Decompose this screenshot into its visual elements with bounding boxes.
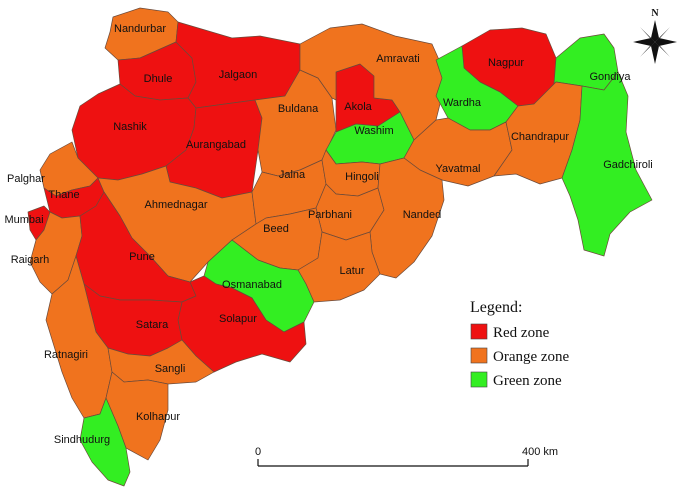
district-shapes	[27, 7, 653, 487]
district-label-sindhudurg: Sindhudurg	[54, 434, 110, 446]
legend-swatch-green	[470, 371, 488, 388]
district-label-beed: Beed	[263, 223, 289, 235]
district-label-jalgaon: Jalgaon	[219, 69, 258, 81]
legend-label-green: Green zone	[493, 373, 562, 389]
district-label-palghar: Palghar	[7, 173, 45, 185]
district-nanded	[369, 157, 445, 279]
district-label-ratnagiri: Ratnagiri	[44, 349, 88, 361]
scale-bar: 0 400 km	[255, 446, 558, 467]
district-label-akola: Akola	[344, 101, 372, 113]
district-label-jalna: Jalna	[279, 169, 306, 181]
legend-item-green: Green zone	[470, 371, 562, 389]
district-sindhudurg	[79, 397, 131, 487]
district-label-nashik: Nashik	[113, 121, 147, 133]
district-label-kolhapur: Kolhapur	[136, 411, 180, 423]
district-label-pune: Pune	[129, 251, 155, 263]
legend: Legend: Red zone Orange zone Green zone	[470, 299, 570, 389]
legend-title: Legend:	[470, 299, 522, 316]
district-label-washim: Washim	[354, 125, 393, 137]
district-label-sangli: Sangli	[155, 363, 186, 375]
legend-swatch-orange	[470, 347, 488, 364]
legend-label-orange: Orange zone	[493, 349, 570, 365]
district-label-thane: Thane	[48, 189, 79, 201]
district-label-amravati: Amravati	[376, 53, 419, 65]
district-label-aurangabad: Aurangabad	[186, 139, 246, 151]
district-label-hingoli: Hingoli	[345, 171, 379, 183]
district-jalgaon	[175, 21, 301, 109]
district-label-gondiya: Gondiya	[590, 71, 632, 83]
district-label-ahmednagar: Ahmednagar	[145, 199, 208, 211]
compass-north-label: N	[651, 8, 659, 19]
district-label-nagpur: Nagpur	[488, 57, 524, 69]
district-label-parbhani: Parbhani	[308, 209, 352, 221]
district-label-nanded: Nanded	[403, 209, 442, 221]
district-label-latur: Latur	[339, 265, 364, 277]
district-label-wardha: Wardha	[443, 97, 482, 109]
scale-start-label: 0	[255, 446, 261, 458]
district-label-satara: Satara	[136, 319, 169, 331]
district-labels: Nandurbar Dhule Jalgaon Nashik Aurangabad Bul…	[4, 23, 652, 446]
legend-label-red: Red zone	[493, 325, 550, 341]
legend-item-red: Red zone	[470, 323, 550, 341]
district-label-nandurbar: Nandurbar	[114, 23, 166, 35]
district-amravati	[299, 23, 445, 141]
legend-item-orange: Orange zone	[470, 347, 570, 365]
north-arrow-icon: N	[633, 8, 677, 64]
district-gadchiroli	[561, 71, 653, 257]
district-label-dhule: Dhule	[144, 73, 173, 85]
district-label-mumbai: Mumbai	[4, 214, 43, 226]
district-label-yavatmal: Yavatmal	[435, 163, 480, 175]
district-label-raigarh: Raigarh	[11, 254, 50, 266]
district-label-gadchiroli: Gadchiroli	[603, 159, 653, 171]
district-label-chandrapur: Chandrapur	[511, 131, 569, 143]
scale-end-label: 400 km	[522, 446, 558, 458]
district-label-solapur: Solapur	[219, 313, 257, 325]
district-label-buldana: Buldana	[278, 103, 319, 115]
legend-swatch-red	[470, 323, 488, 340]
district-label-osmanabad: Osmanabad	[222, 279, 282, 291]
